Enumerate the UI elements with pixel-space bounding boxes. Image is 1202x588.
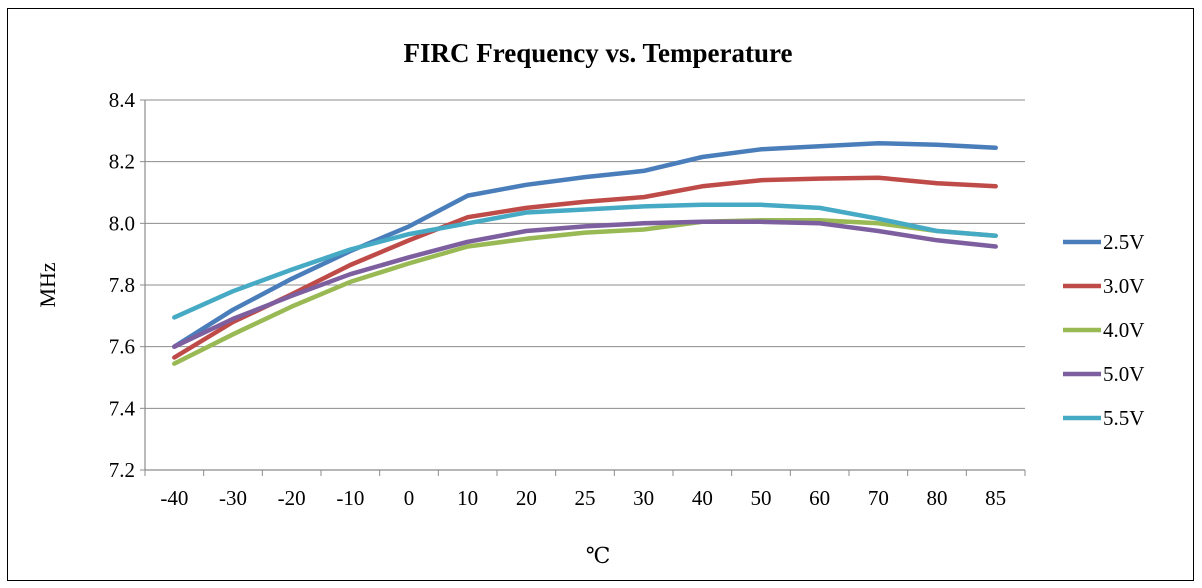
series-line-5-0v (172, 219, 998, 349)
x-tick-label: 30 (633, 486, 654, 510)
y-tick-labels: 7.2 7.4 7.6 7.8 8.0 8.2 8.4 (109, 88, 136, 482)
series-line-3-0v (172, 175, 998, 360)
x-tick-label: 40 (692, 486, 713, 510)
x-tick-label: -10 (336, 486, 364, 510)
y-tick-label: 7.4 (109, 396, 136, 420)
x-tick-label: -30 (219, 486, 247, 510)
series-line-2-5v (172, 140, 998, 349)
x-tick-label: 10 (457, 486, 478, 510)
x-tick-label: -20 (278, 486, 306, 510)
legend-label: 4.0V (1103, 318, 1144, 342)
x-tick-label: 80 (927, 486, 948, 510)
x-tick-label: 25 (575, 486, 596, 510)
legend-label: 5.0V (1103, 362, 1144, 386)
y-tick-label: 7.6 (109, 335, 135, 359)
gridlines (145, 99, 1025, 409)
y-tick-label: 8.4 (109, 88, 136, 112)
series-line-4-0v (172, 218, 998, 366)
y-tick-label: 8.2 (109, 150, 135, 174)
y-axis-label: MHz (35, 262, 60, 307)
series-lines (172, 140, 998, 366)
series-line-5-5v (172, 202, 998, 320)
x-tick-label: 85 (985, 486, 1006, 510)
x-tick-label: 20 (516, 486, 537, 510)
y-tick-label: 8.0 (109, 211, 135, 235)
y-tick-label: 7.8 (109, 273, 135, 297)
x-axis-label: ℃ (586, 543, 611, 568)
legend-label: 2.5V (1103, 230, 1144, 254)
x-tick-label: 60 (809, 486, 830, 510)
x-tick-labels: -40 -30 -20 -10 0 10 20 25 30 40 50 60 70 80 85 (160, 486, 1006, 510)
legend-label: 3.0V (1103, 274, 1144, 298)
x-tick-label: 50 (751, 486, 772, 510)
chart-frame (7, 8, 1194, 581)
y-tick-label: 7.2 (109, 458, 135, 482)
axes (140, 99, 1026, 476)
legend: 2.5V 3.0V 4.0V 5.0V 5.5V (1063, 230, 1144, 430)
x-tick-label: 70 (868, 486, 889, 510)
x-tick-label: 0 (404, 486, 415, 510)
x-tick-label: -40 (160, 486, 188, 510)
chart-title: FIRC Frequency vs. Temperature (404, 38, 793, 68)
legend-label: 5.5V (1103, 406, 1144, 430)
